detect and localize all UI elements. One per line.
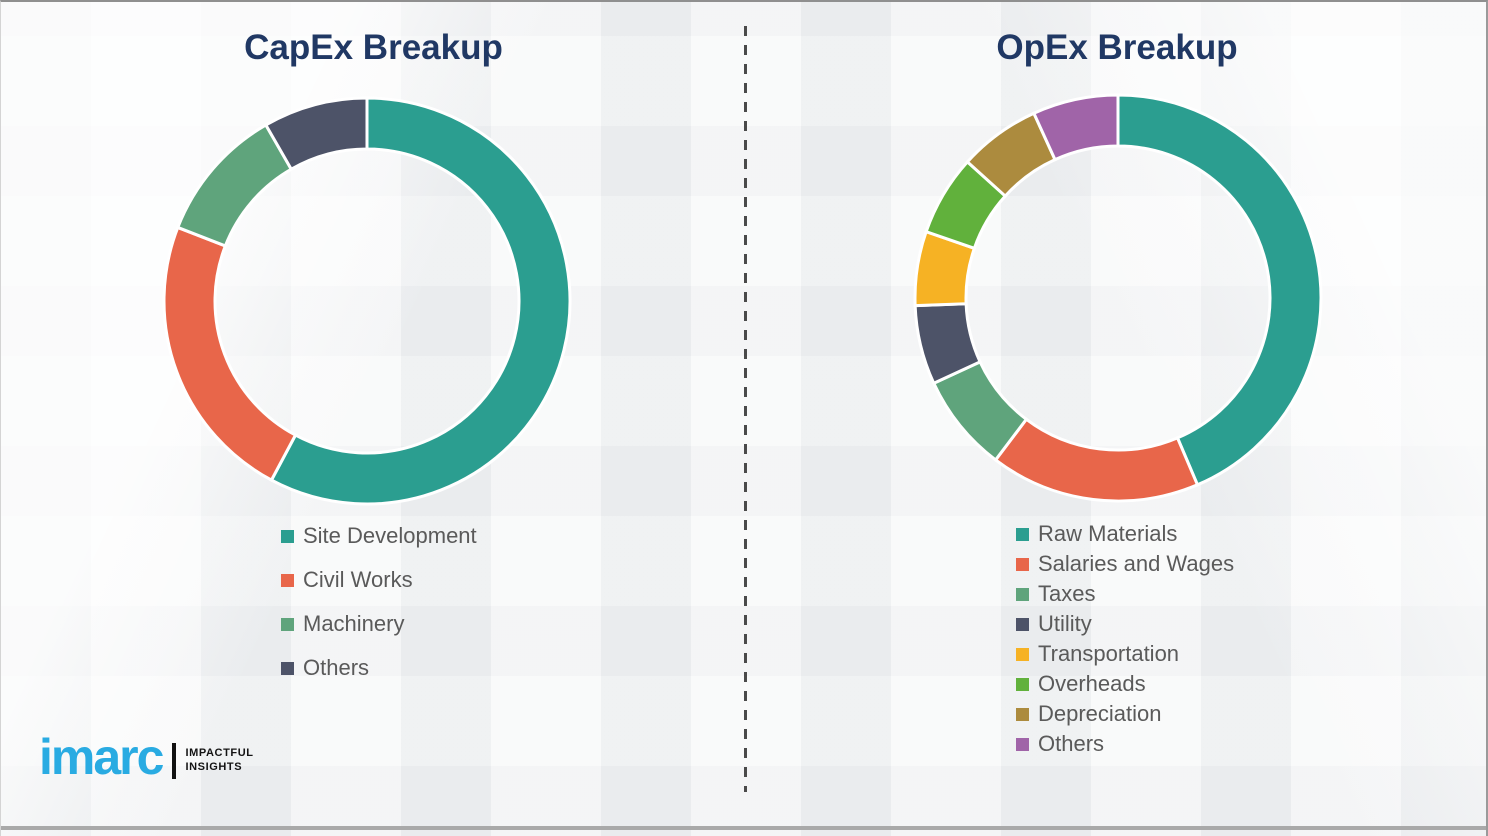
legend-item: Overheads (1016, 669, 1234, 699)
tagline-line2: INSIGHTS (185, 761, 243, 773)
legend-item: Utility (1016, 609, 1234, 639)
legend-swatch (281, 573, 294, 587)
donut-segment-civil-works (162, 225, 298, 483)
legend-swatch (281, 617, 294, 631)
logo-divider-bar (172, 743, 177, 779)
imarc-wordmark: imarc (39, 729, 164, 785)
legend-swatch (1016, 527, 1029, 541)
legend-item: Machinery (281, 602, 477, 646)
donut-segment-others (1031, 93, 1120, 162)
legend-swatch (1016, 647, 1029, 661)
legend-swatch (1016, 587, 1029, 601)
legend-item: Depreciation (1016, 699, 1234, 729)
legend-label: Machinery (303, 611, 405, 636)
legend-item: Raw Materials (1016, 519, 1234, 549)
opex-chart-title: OpEx Breakup (996, 28, 1238, 67)
legend-item: Transportation (1016, 639, 1234, 669)
opex-legend: Raw Materials Salaries and Wages Taxes Util… (1016, 519, 1234, 759)
donut-segment-salaries-and-wages (993, 417, 1200, 503)
legend-swatch (1016, 677, 1029, 691)
legend-item: Salaries and Wages (1016, 549, 1234, 579)
legend-label: Depreciation (1038, 701, 1162, 726)
legend-label: Transportation (1038, 641, 1180, 666)
bottom-rule (1, 826, 1486, 830)
legend-item: Others (281, 646, 477, 690)
legend-label: Utility (1038, 611, 1092, 636)
capex-chart-title: CapEx Breakup (244, 28, 503, 67)
legend-label: Others (303, 655, 370, 680)
logo-tagline: IMPACTFUL INSIGHTS (185, 747, 253, 775)
legend-swatch (281, 529, 294, 543)
donut-segment-others (263, 96, 369, 172)
donut-segment-machinery (175, 122, 294, 248)
legend-swatch (1016, 557, 1029, 571)
opex-donut-chart (913, 93, 1323, 503)
legend-swatch (1016, 617, 1029, 631)
tagline-line1: IMPACTFUL (185, 747, 254, 760)
legend-item: Taxes (1016, 579, 1234, 609)
capex-donut-chart (162, 96, 572, 506)
legend-label: Overheads (1038, 671, 1146, 696)
legend-swatch (281, 661, 294, 675)
capex-legend: Site Development Civil Works Machinery Othe… (281, 514, 477, 690)
dashed-divider (744, 26, 747, 792)
donut-segment-raw-materials (1116, 93, 1323, 487)
legend-label: Salaries and Wages (1038, 551, 1235, 576)
legend-label: Site Development (303, 523, 477, 548)
imarc-logo: imarc IMPACTFUL INSIGHTS (39, 732, 254, 786)
legend-label: Others (1038, 731, 1105, 756)
legend-label: Raw Materials (1038, 521, 1178, 546)
legend-item: Site Development (281, 514, 477, 558)
legend-item: Civil Works (281, 558, 477, 602)
donut-segment-site-development (269, 96, 572, 506)
legend-swatch (1016, 707, 1029, 721)
legend-item: Others (1016, 729, 1234, 759)
legend-swatch (1016, 737, 1029, 751)
legend-label: Civil Works (303, 567, 413, 592)
legend-label: Taxes (1038, 581, 1096, 606)
